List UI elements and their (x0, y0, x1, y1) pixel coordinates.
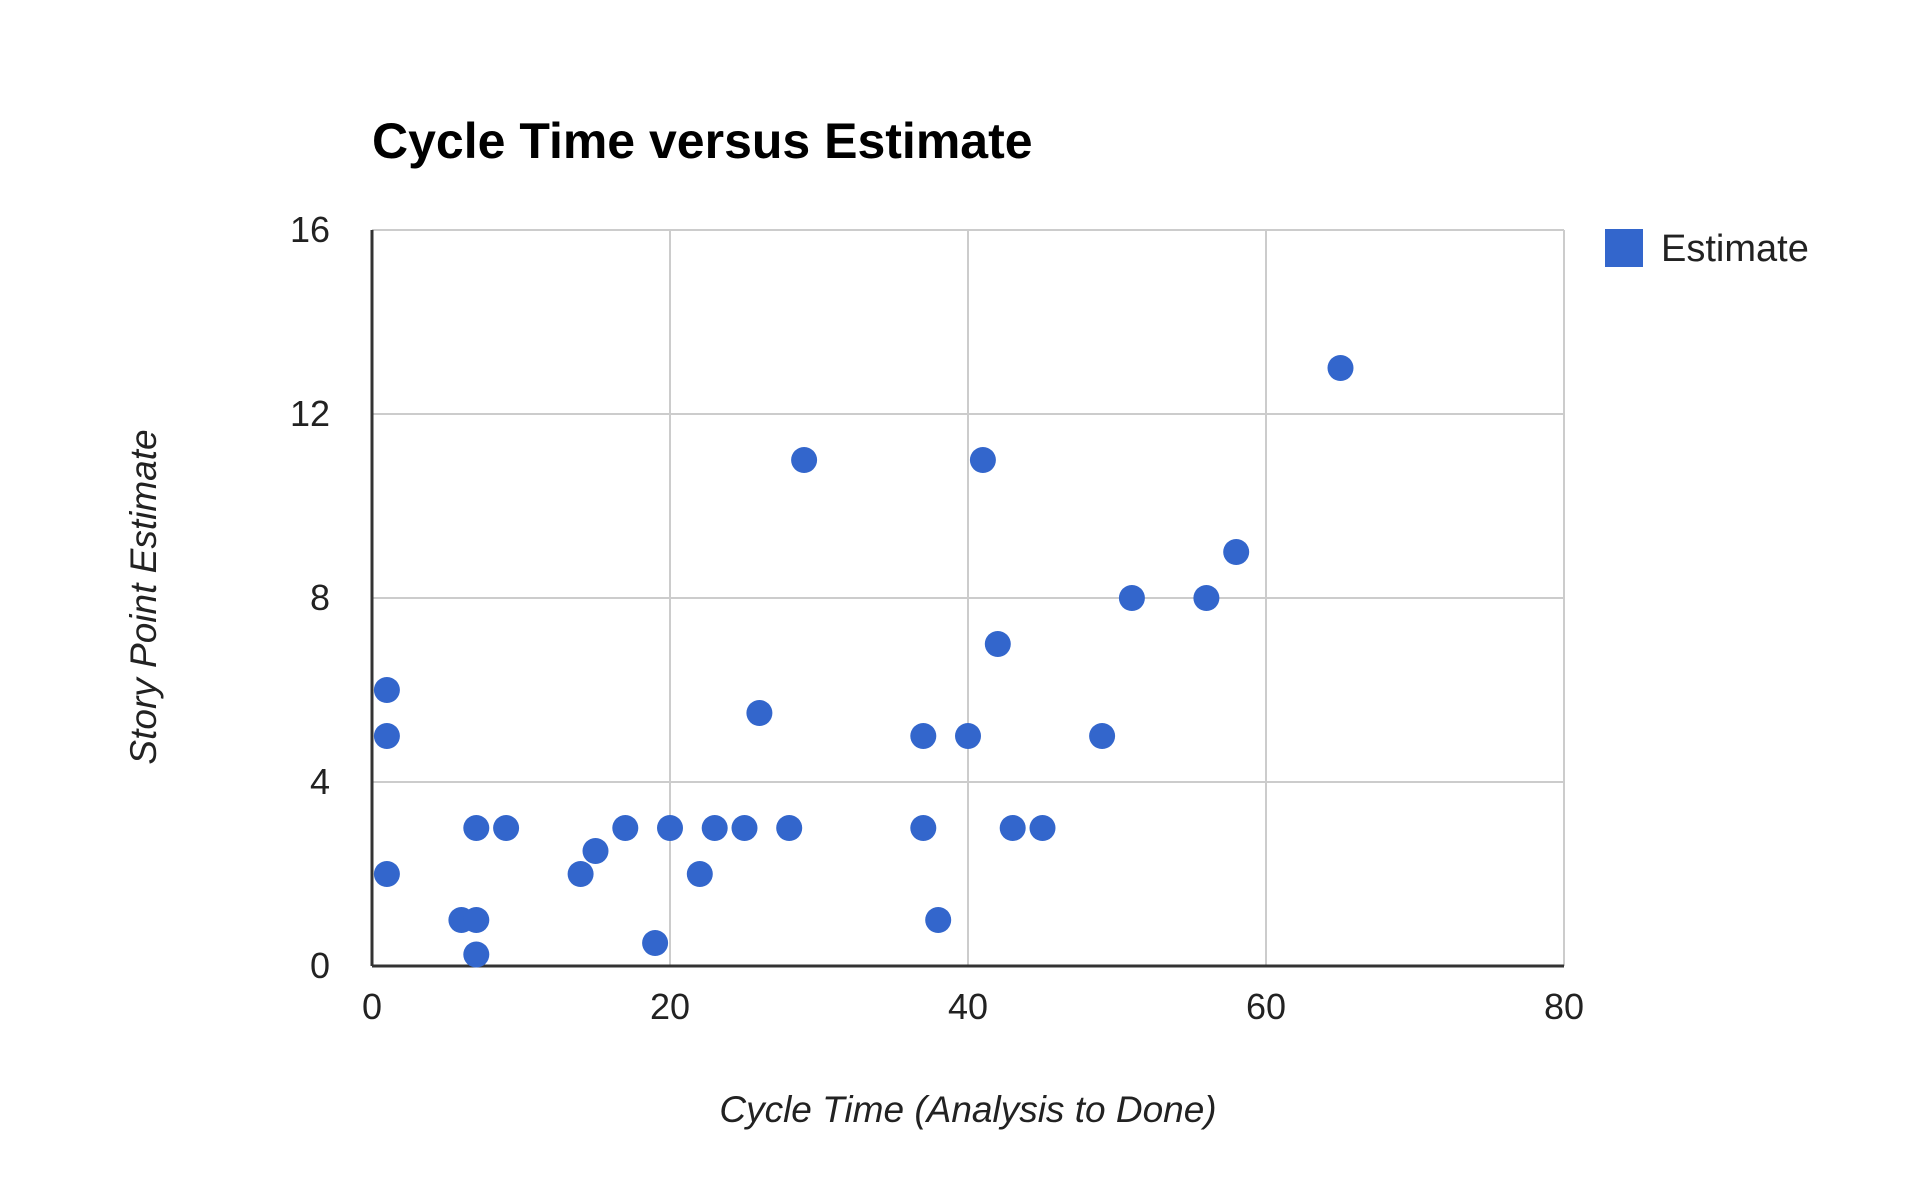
data-point (910, 723, 937, 749)
data-point (791, 447, 818, 473)
data-point (567, 861, 594, 887)
data-point (776, 815, 803, 841)
legend-label: Estimate (1661, 228, 1809, 270)
data-point (463, 907, 490, 933)
data-points (373, 355, 1354, 968)
data-point (373, 677, 400, 703)
x-tick-label: 20 (650, 986, 690, 1027)
data-point (582, 838, 609, 864)
y-tick-label: 4 (310, 761, 330, 802)
legend: Estimate (1605, 228, 1809, 270)
data-point (1193, 585, 1220, 611)
x-tick-label: 0 (362, 986, 382, 1027)
data-point (612, 815, 639, 841)
y-tick-label: 12 (290, 393, 330, 434)
data-point (373, 723, 400, 749)
data-point (373, 861, 400, 887)
x-tick-labels: 0 20 40 60 80 (362, 986, 1584, 1027)
data-point (1089, 723, 1116, 749)
data-point (746, 700, 773, 726)
axes (370, 230, 1564, 968)
y-tick-labels: 0 4 8 12 16 (290, 209, 330, 986)
data-point (910, 815, 937, 841)
y-tick-label: 0 (310, 945, 330, 986)
data-point (463, 941, 490, 968)
data-point (955, 723, 981, 749)
data-point (999, 815, 1026, 841)
y-tick-label: 8 (310, 577, 330, 618)
data-point (1118, 585, 1145, 611)
legend-swatch (1605, 229, 1643, 267)
data-point (463, 815, 490, 841)
y-tick-label: 16 (290, 209, 330, 250)
gridlines (372, 229, 1565, 966)
data-point (1327, 355, 1354, 381)
x-tick-label: 40 (948, 986, 988, 1027)
data-point (701, 815, 728, 841)
data-point (731, 815, 758, 841)
x-tick-label: 80 (1544, 986, 1584, 1027)
data-point (925, 907, 952, 933)
data-point (1029, 815, 1056, 841)
data-point (657, 815, 683, 841)
y-axis-title: Story Point Estimate (123, 429, 164, 764)
x-tick-label: 60 (1246, 986, 1286, 1027)
data-point (984, 631, 1011, 657)
data-point (493, 815, 520, 841)
data-point (686, 861, 713, 887)
data-point (1223, 539, 1250, 565)
data-point (642, 930, 669, 956)
x-axis-title: Cycle Time (Analysis to Done) (719, 1089, 1216, 1130)
data-point (969, 447, 996, 473)
chart-title: Cycle Time versus Estimate (372, 113, 1033, 169)
